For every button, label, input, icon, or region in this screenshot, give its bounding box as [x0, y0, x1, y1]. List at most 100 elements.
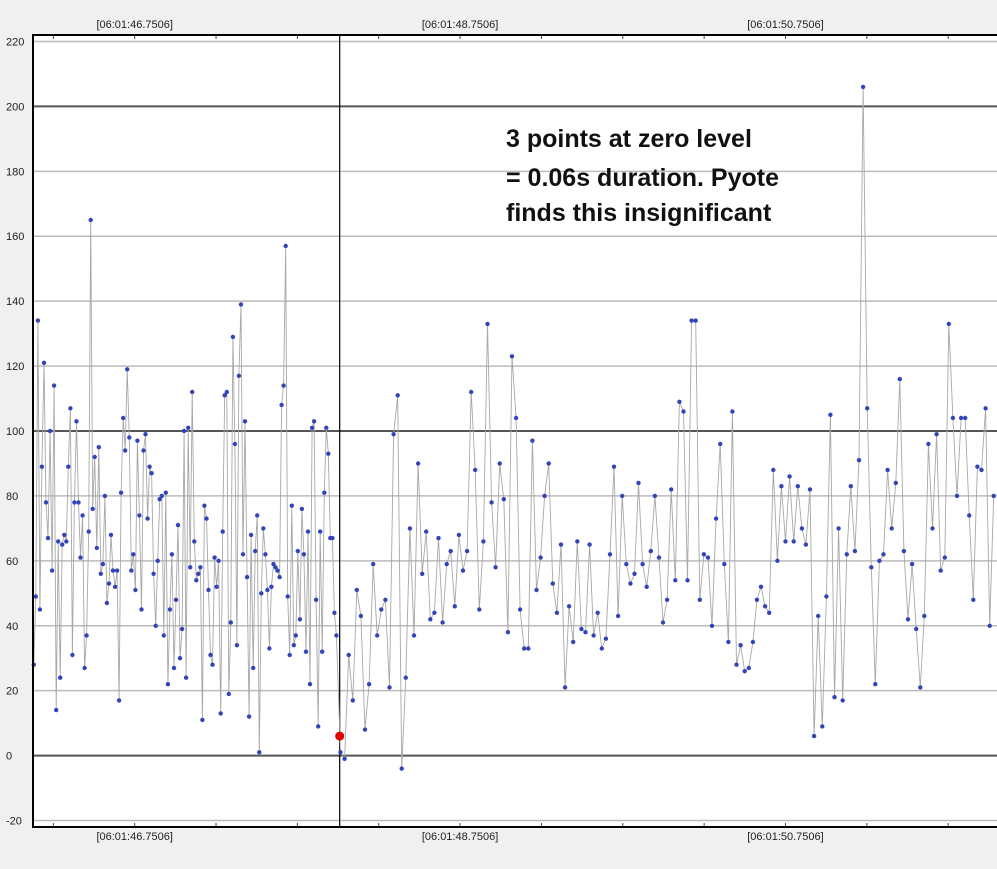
data-point	[656, 555, 662, 560]
axes: 220200180160140120100806040200-20[06:01:…	[6, 19, 997, 843]
data-point	[775, 558, 780, 563]
data-point	[86, 529, 91, 534]
data-point	[342, 756, 347, 761]
data-point	[828, 412, 833, 417]
data-point	[428, 617, 433, 622]
data-point	[210, 662, 215, 667]
data-point	[118, 490, 124, 495]
data-point	[212, 555, 217, 560]
data-point	[640, 561, 645, 567]
data-point	[167, 607, 173, 612]
data-point	[92, 454, 97, 460]
data-point	[196, 571, 201, 576]
x-tick-label-bottom: [06:01:50.7506]	[747, 831, 823, 843]
data-point	[991, 493, 996, 499]
data-point	[68, 406, 73, 411]
data-point	[145, 516, 150, 521]
data-point	[305, 529, 311, 534]
data-point	[159, 493, 164, 499]
data-point	[889, 526, 894, 531]
data-point	[918, 685, 923, 690]
data-point	[281, 383, 286, 388]
data-point	[94, 545, 100, 551]
y-tick-label: 120	[6, 361, 24, 373]
data-point	[326, 451, 331, 456]
data-point	[848, 484, 853, 489]
data-point	[350, 698, 355, 703]
data-point	[379, 607, 384, 612]
data-point	[334, 633, 339, 638]
data-point	[824, 594, 829, 599]
data-point	[236, 373, 242, 378]
data-point	[865, 406, 870, 411]
data-point	[204, 516, 209, 521]
data-point	[175, 522, 181, 528]
data-point	[615, 613, 621, 619]
data-point	[673, 578, 678, 583]
data-point	[754, 597, 760, 602]
data-point	[242, 419, 248, 424]
data-point	[795, 484, 800, 489]
data-point	[852, 548, 858, 554]
data-point	[873, 682, 878, 687]
data-point	[697, 597, 702, 602]
data-point	[226, 691, 231, 697]
data-point	[171, 665, 177, 671]
data-point	[74, 419, 79, 424]
data-point	[689, 318, 694, 323]
x-tick-label-top: [06:01:50.7506]	[747, 19, 823, 31]
data-point	[179, 626, 185, 632]
data-point	[783, 539, 788, 544]
data-point	[791, 539, 796, 544]
data-point	[403, 675, 408, 680]
data-point	[102, 493, 108, 499]
data-point	[469, 389, 474, 395]
data-point	[881, 552, 886, 557]
data-point	[718, 441, 723, 447]
data-point	[660, 620, 666, 625]
data-point	[473, 467, 478, 473]
data-point	[546, 461, 551, 466]
data-point	[72, 500, 77, 505]
data-point	[550, 581, 555, 586]
data-point	[832, 695, 837, 700]
data-point	[901, 548, 907, 554]
data-point	[311, 419, 317, 424]
data-point	[275, 568, 280, 573]
gridlines	[33, 40, 997, 822]
data-point	[611, 464, 617, 469]
data-point	[232, 441, 238, 447]
data-point	[64, 539, 69, 544]
data-point	[787, 474, 792, 479]
data-point	[530, 438, 535, 443]
data-point	[338, 750, 343, 755]
data-point	[90, 506, 95, 512]
data-point	[283, 243, 288, 249]
data-point	[82, 665, 87, 671]
data-point	[35, 318, 41, 323]
data-point	[157, 497, 162, 502]
y-tick-label: 220	[6, 36, 24, 48]
data-point	[220, 529, 225, 534]
data-point	[165, 682, 171, 687]
data-point	[173, 597, 179, 602]
data-point	[938, 568, 943, 573]
data-point	[131, 552, 136, 557]
data-point	[685, 578, 690, 583]
data-point	[39, 464, 45, 469]
data-point	[722, 561, 727, 567]
data-point	[905, 617, 911, 622]
data-point	[762, 604, 768, 609]
data-point	[47, 428, 53, 434]
data-point	[387, 685, 392, 690]
data-point	[346, 652, 351, 658]
data-point	[251, 665, 256, 671]
data-point	[198, 565, 203, 570]
data-point	[41, 360, 47, 365]
data-point	[301, 552, 307, 557]
data-point	[190, 389, 195, 395]
data-point	[844, 552, 849, 557]
data-point	[407, 526, 413, 531]
data-point	[975, 464, 980, 469]
data-point	[214, 584, 219, 589]
